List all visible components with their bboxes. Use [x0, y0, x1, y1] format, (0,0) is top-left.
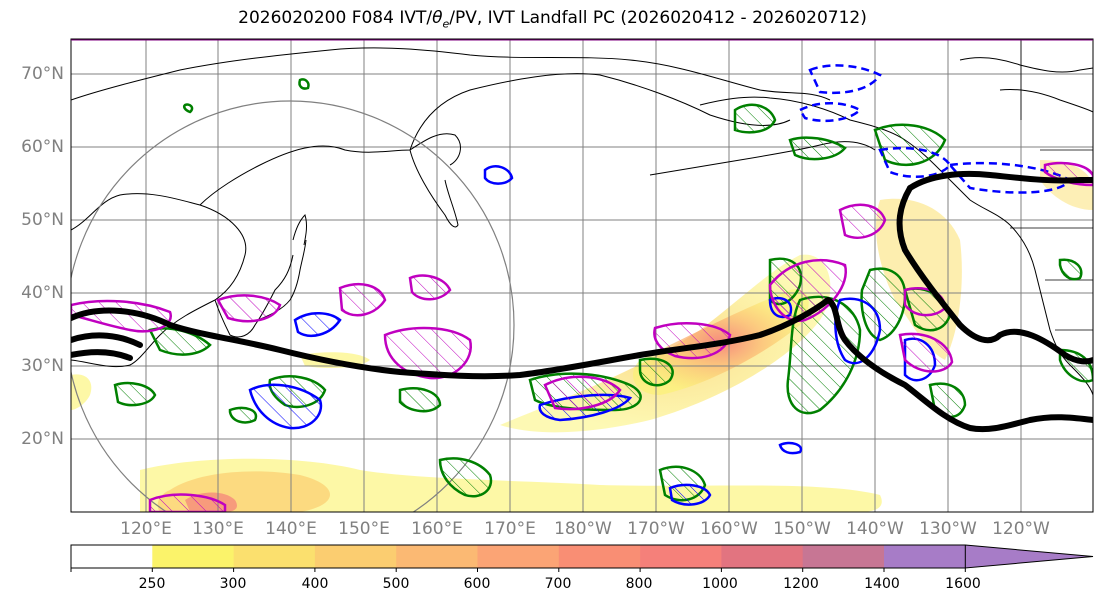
lat-label-60n: 60°N — [21, 137, 64, 157]
colorbar-tick-500: 500 — [382, 576, 410, 592]
landfall-pc-line — [71, 170, 1093, 433]
lon-label-170w: 170°W — [627, 519, 685, 539]
colorbar-segment — [721, 545, 804, 568]
lat-label-70n: 70°N — [21, 64, 64, 84]
lon-label-130w: 130°W — [919, 519, 977, 539]
lon-label-160e: 160°E — [411, 519, 463, 539]
colorbar-segment — [233, 545, 316, 568]
colorbar-segment — [477, 545, 560, 568]
lon-label-180w: 180°W — [554, 519, 612, 539]
colorbar-tick-600: 600 — [463, 576, 491, 592]
colorbar-outline — [70, 544, 966, 569]
colorbar-tick-1400: 1400 — [864, 576, 900, 592]
colorbar-segment — [558, 545, 641, 568]
lon-label-120e: 120°E — [120, 519, 172, 539]
lon-label-130e: 130°E — [192, 519, 244, 539]
colorbar-segment — [396, 545, 478, 568]
colorbar-tick-800: 800 — [625, 576, 653, 592]
colorbar-tick-1200: 1200 — [783, 576, 819, 592]
lat-label-20n: 20°N — [21, 429, 64, 449]
lon-label-170e: 170°E — [484, 519, 536, 539]
colorbar-tick-1600: 1600 — [945, 576, 981, 592]
colorbar-segment — [152, 545, 235, 568]
colorbar-tick-250: 250 — [138, 576, 166, 592]
colorbar-segment — [314, 545, 397, 568]
colorbar-segment — [71, 545, 153, 568]
lon-label-160w: 160°W — [700, 519, 758, 539]
colorbar-tick-700: 700 — [544, 576, 572, 592]
range-circle — [71, 100, 515, 512]
colorbar-segment — [884, 545, 966, 568]
lon-label-140w: 140°W — [846, 519, 904, 539]
lon-label-120w: 120°W — [992, 519, 1050, 539]
map-frame — [70, 38, 1094, 513]
chart-title: 2026020200 F084 IVT/θe/PV, IVT Landfall … — [238, 8, 867, 31]
lon-label-150e: 150°E — [338, 519, 390, 539]
lon-label-150w: 150°W — [773, 519, 831, 539]
lon-label-140e: 140°E — [265, 519, 317, 539]
colorbar-tick-1000: 1000 — [702, 576, 738, 592]
lat-label-50n: 50°N — [21, 210, 64, 230]
colorbar-tick-400: 400 — [301, 576, 329, 592]
colorbar-tick-300: 300 — [219, 576, 247, 592]
colorbar-extend-arrow — [964, 544, 1094, 569]
colorbar-segment — [802, 545, 885, 568]
lat-label-30n: 30°N — [21, 356, 64, 376]
colorbar — [70, 544, 1094, 572]
pv-magenta-contours — [71, 161, 1093, 512]
lat-label-40n: 40°N — [21, 283, 64, 303]
colorbar-segment — [640, 545, 722, 568]
